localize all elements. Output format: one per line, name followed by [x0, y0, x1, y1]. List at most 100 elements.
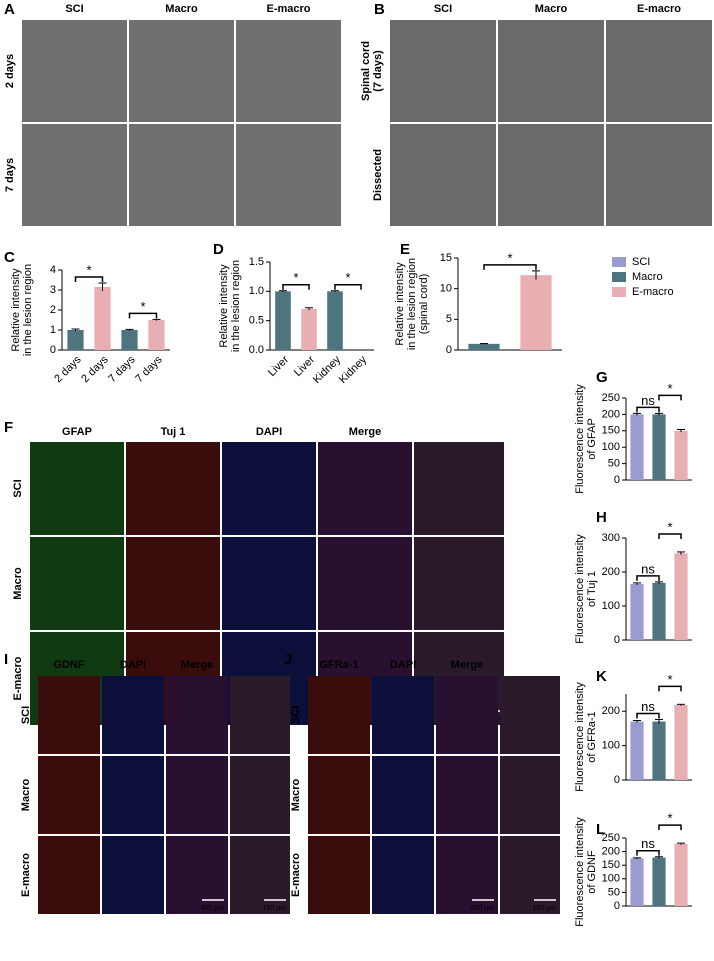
- y-tick-label: 300: [602, 532, 620, 544]
- significance-bracket: [636, 850, 660, 856]
- micrograph: [606, 124, 712, 226]
- y-tick-label: 0.5: [249, 315, 264, 327]
- y-tick-label: 1.5: [249, 256, 264, 268]
- row-label: SCI: [20, 706, 32, 724]
- micrograph: [498, 20, 604, 122]
- y-tick-label: 250: [602, 392, 620, 404]
- micrograph: [102, 836, 164, 914]
- micrograph: [308, 756, 370, 834]
- y-tick-label: 0: [614, 634, 620, 646]
- y-axis-label: of GFRa-1: [586, 711, 598, 762]
- micrograph: [414, 537, 504, 630]
- micrograph: [22, 124, 127, 226]
- scale-bar-label: 400 μm: [201, 905, 225, 912]
- row-label: SCI: [290, 706, 302, 724]
- significance-label: ns: [641, 699, 655, 714]
- legend-label: SCI: [632, 256, 650, 268]
- bar: [652, 721, 666, 780]
- column-header: Merge: [181, 659, 213, 671]
- legend-swatch: [612, 272, 626, 282]
- y-tick-label: 1.0: [249, 285, 264, 297]
- bar: [94, 287, 111, 350]
- micrograph: [390, 20, 496, 122]
- micrograph: [126, 442, 220, 535]
- significance-bracket: [658, 394, 682, 401]
- y-axis-label: Relative intensity: [394, 262, 406, 346]
- scale-bar-label: 150 μm: [263, 905, 287, 912]
- bar: [520, 275, 552, 350]
- micrograph: [129, 20, 234, 122]
- micrograph: [308, 676, 370, 754]
- significance-label: *: [345, 270, 350, 285]
- y-tick-label: 150: [602, 859, 620, 871]
- panel-label: G: [596, 369, 608, 386]
- column-header: Merge: [451, 659, 483, 671]
- y-tick-label: 1: [50, 324, 56, 336]
- column-header: Tuj 1: [161, 426, 186, 438]
- y-tick-label: 200: [602, 408, 620, 420]
- legend-swatch: [612, 257, 626, 267]
- y-tick-label: 250: [602, 832, 620, 844]
- micrograph: [318, 537, 412, 630]
- significance-label: *: [86, 262, 91, 277]
- y-tick-label: 0.0: [249, 344, 264, 356]
- micrograph: [372, 676, 434, 754]
- significance-label: *: [667, 811, 672, 826]
- micrograph: [230, 676, 290, 754]
- legend-swatch: [612, 287, 626, 297]
- significance-label: ns: [641, 836, 655, 851]
- x-tick-label: Kidney: [311, 353, 344, 386]
- significance-label: *: [667, 381, 672, 396]
- row-label: E-macro: [20, 853, 32, 897]
- bar: [652, 582, 666, 640]
- significance-label: *: [667, 519, 672, 534]
- micrograph: [606, 20, 712, 122]
- micrograph: [318, 442, 412, 535]
- micrograph: [390, 124, 496, 226]
- panel-label: D: [213, 241, 224, 258]
- row-label: Spinal cord: [360, 41, 372, 101]
- bar: [327, 291, 343, 350]
- bar: [275, 291, 291, 350]
- significance-bracket: [334, 283, 362, 290]
- micrograph: [166, 676, 228, 754]
- scale-bar-label: 400 μm: [471, 905, 495, 912]
- row-label: E-macro: [12, 656, 24, 700]
- y-tick-label: 0: [614, 900, 620, 912]
- micrograph: [222, 537, 316, 630]
- y-axis-label: of GFAP: [586, 418, 598, 460]
- micrograph: [38, 756, 100, 834]
- bar: [674, 553, 688, 640]
- x-tick-label: 7 days: [133, 353, 165, 385]
- significance-bracket: [282, 283, 310, 290]
- micrograph: [308, 836, 370, 914]
- y-axis-label: in the lesion region: [22, 264, 34, 356]
- y-tick-label: 200: [602, 846, 620, 858]
- row-label: 7 days: [4, 158, 16, 192]
- column-header: Macro: [535, 3, 568, 15]
- y-tick-label: 200: [602, 566, 620, 578]
- row-label: (7 days): [372, 50, 384, 92]
- significance-bracket: [128, 312, 158, 319]
- y-tick-label: 100: [602, 600, 620, 612]
- y-tick-label: 50: [608, 886, 620, 898]
- micrograph: [102, 756, 164, 834]
- micrograph: [500, 676, 560, 754]
- column-header: Macro: [165, 3, 198, 15]
- micrograph: [102, 676, 164, 754]
- y-tick-label: 10: [440, 283, 452, 295]
- micrograph: [38, 836, 100, 914]
- panel-label: A: [4, 1, 15, 18]
- x-tick-label: Liver: [266, 353, 292, 379]
- y-tick-label: 0: [614, 474, 620, 486]
- row-label: 2 days: [4, 54, 16, 88]
- column-header: SCI: [434, 3, 452, 15]
- significance-label: *: [507, 250, 512, 265]
- y-axis-label: Fluorescence intensity: [574, 384, 586, 494]
- micrograph: [436, 676, 498, 754]
- x-tick-label: 7 days: [106, 353, 138, 385]
- micrograph: [30, 442, 124, 535]
- micrograph: [436, 756, 498, 834]
- micrograph: [166, 756, 228, 834]
- micrograph: [372, 756, 434, 834]
